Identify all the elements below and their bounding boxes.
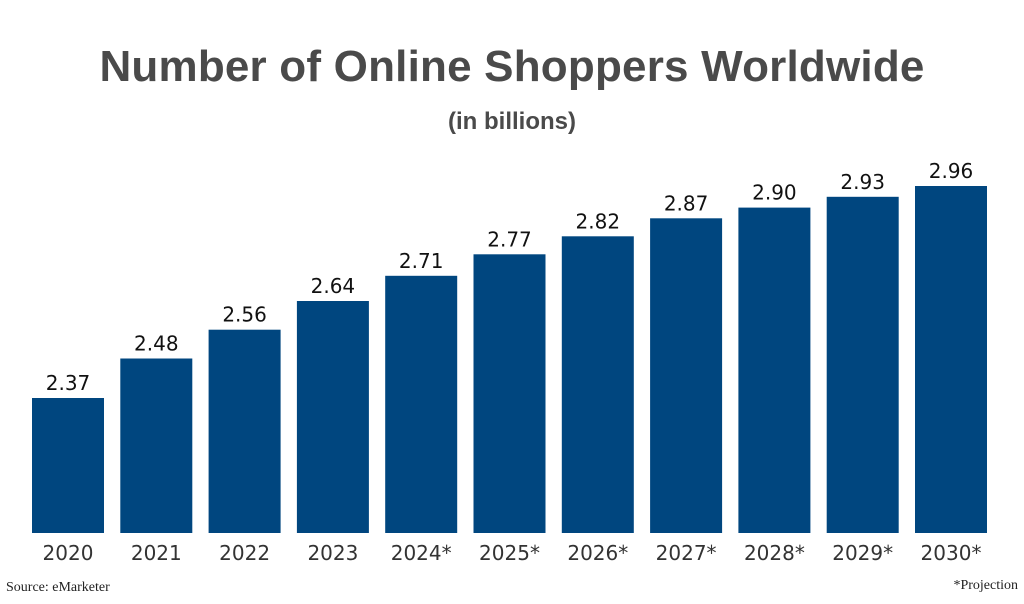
x-tick-label: 2027* (656, 541, 717, 565)
bar-2020 (32, 398, 104, 533)
data-label: 2.71 (399, 249, 444, 273)
x-tick-label: 2026* (567, 541, 628, 565)
projection-note: *Projection (953, 578, 1018, 593)
data-label: 2.77 (487, 227, 532, 251)
x-tick-label: 2022 (219, 541, 270, 565)
bars-layer: 2.37 2020 2.48 2021 2.56 2022 2.64 2023 2.71 2024… (32, 159, 987, 565)
bar-2028-projection (738, 207, 811, 533)
chart-subtitle: (in billions) (448, 108, 576, 135)
bar-2027-projection (650, 218, 723, 534)
x-tick-label: 2020 (43, 541, 94, 565)
data-label: 2.93 (840, 170, 885, 194)
bar-2025-projection (473, 254, 546, 534)
x-tick-label: 2021 (131, 541, 182, 565)
data-label: 2.56 (222, 303, 267, 327)
x-tick-label: 2025* (479, 541, 540, 565)
bar-2022 (208, 329, 281, 533)
bar-2029-projection (826, 196, 899, 534)
data-label: 2.87 (664, 191, 709, 215)
bar-2030-projection (915, 186, 987, 533)
x-tick-label: 2030* (921, 541, 982, 565)
bar-2026-projection (561, 236, 634, 534)
x-tick-label: 2029* (832, 541, 893, 565)
data-label: 2.90 (752, 181, 797, 205)
x-tick-label: 2028* (744, 541, 805, 565)
bar-2021 (120, 358, 193, 533)
data-label: 2.64 (311, 274, 356, 298)
x-tick-label: 2023 (307, 541, 358, 565)
data-label: 2.48 (134, 332, 179, 356)
data-label: 2.82 (576, 209, 621, 233)
source-note: Source: eMarketer (6, 580, 110, 595)
bar-2024-projection (385, 275, 458, 533)
data-label: 2.37 (46, 371, 91, 395)
x-tick-label: 2024* (391, 541, 452, 565)
bar-2023 (296, 301, 369, 533)
data-label: 2.96 (929, 159, 974, 183)
chart-title: Number of Online Shoppers Worldwide (99, 42, 925, 91)
